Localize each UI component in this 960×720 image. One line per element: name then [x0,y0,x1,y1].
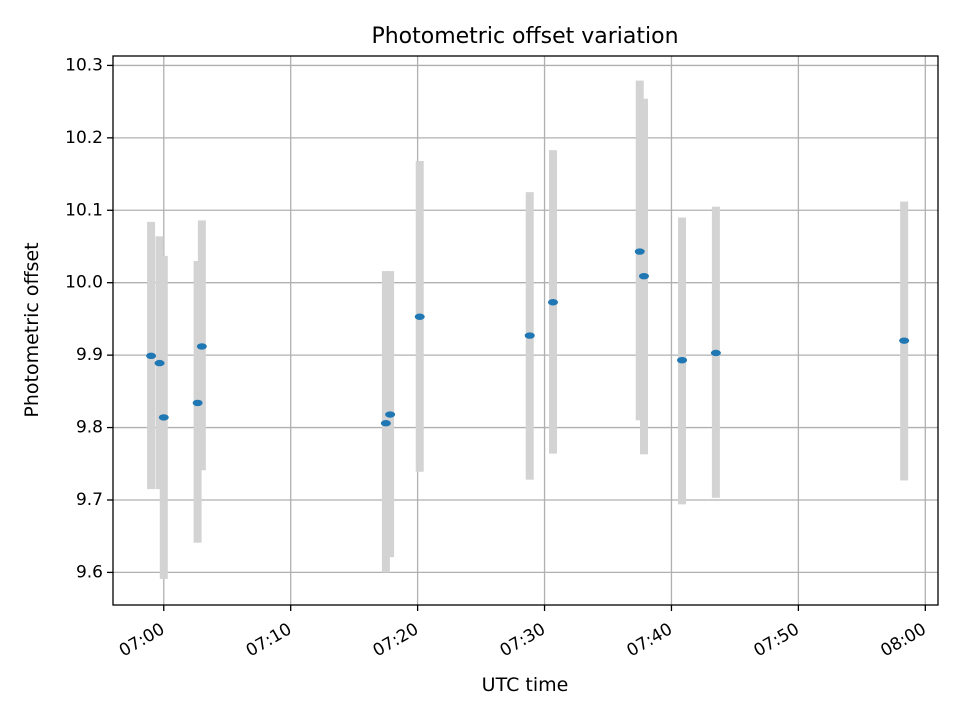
data-point-7 [414,313,425,320]
x-tick-label-0: 07:00 [116,619,168,661]
data-point-6 [385,411,396,418]
y-tick-label-0: 9.6 [76,562,103,582]
data-point-3 [192,399,203,407]
grid-lines [113,56,938,605]
data-point-10 [634,248,645,255]
y-tick-label-3: 9.9 [76,345,103,365]
x-tick-label-6: 08:00 [877,619,929,661]
data-point-0 [146,352,157,360]
data-point-14 [899,337,910,344]
error-bars [147,80,909,579]
y-tick-label-4: 10.0 [65,273,103,293]
x-tick-label-5: 07:50 [750,619,802,661]
chart-title: Photometric offset variation [371,24,678,49]
y-tick-label-6: 10.2 [65,128,103,148]
x-tick-label-4: 07:40 [624,619,676,661]
x-tick-label-2: 07:20 [370,619,422,661]
data-point-8 [524,332,535,339]
data-point-12 [677,356,688,364]
data-point-4 [196,343,207,350]
y-tick-label-1: 9.7 [76,490,103,510]
y-tick-label-2: 9.8 [76,418,103,438]
x-tick-label-1: 07:10 [243,619,295,661]
y-tick-label-7: 10.3 [65,55,103,75]
data-point-5 [380,420,391,427]
y-axis-label: Photometric offset [21,242,43,417]
y-tick-label-5: 10.1 [65,200,103,220]
data-point-2 [158,414,169,421]
data-point-1 [154,359,165,367]
data-points [146,248,910,427]
data-point-13 [710,349,721,357]
data-point-11 [638,272,649,280]
x-tick-label-3: 07:30 [497,619,549,661]
plot-frame [112,55,939,606]
data-point-9 [548,299,558,306]
x-axis-label: UTC time [482,674,569,696]
